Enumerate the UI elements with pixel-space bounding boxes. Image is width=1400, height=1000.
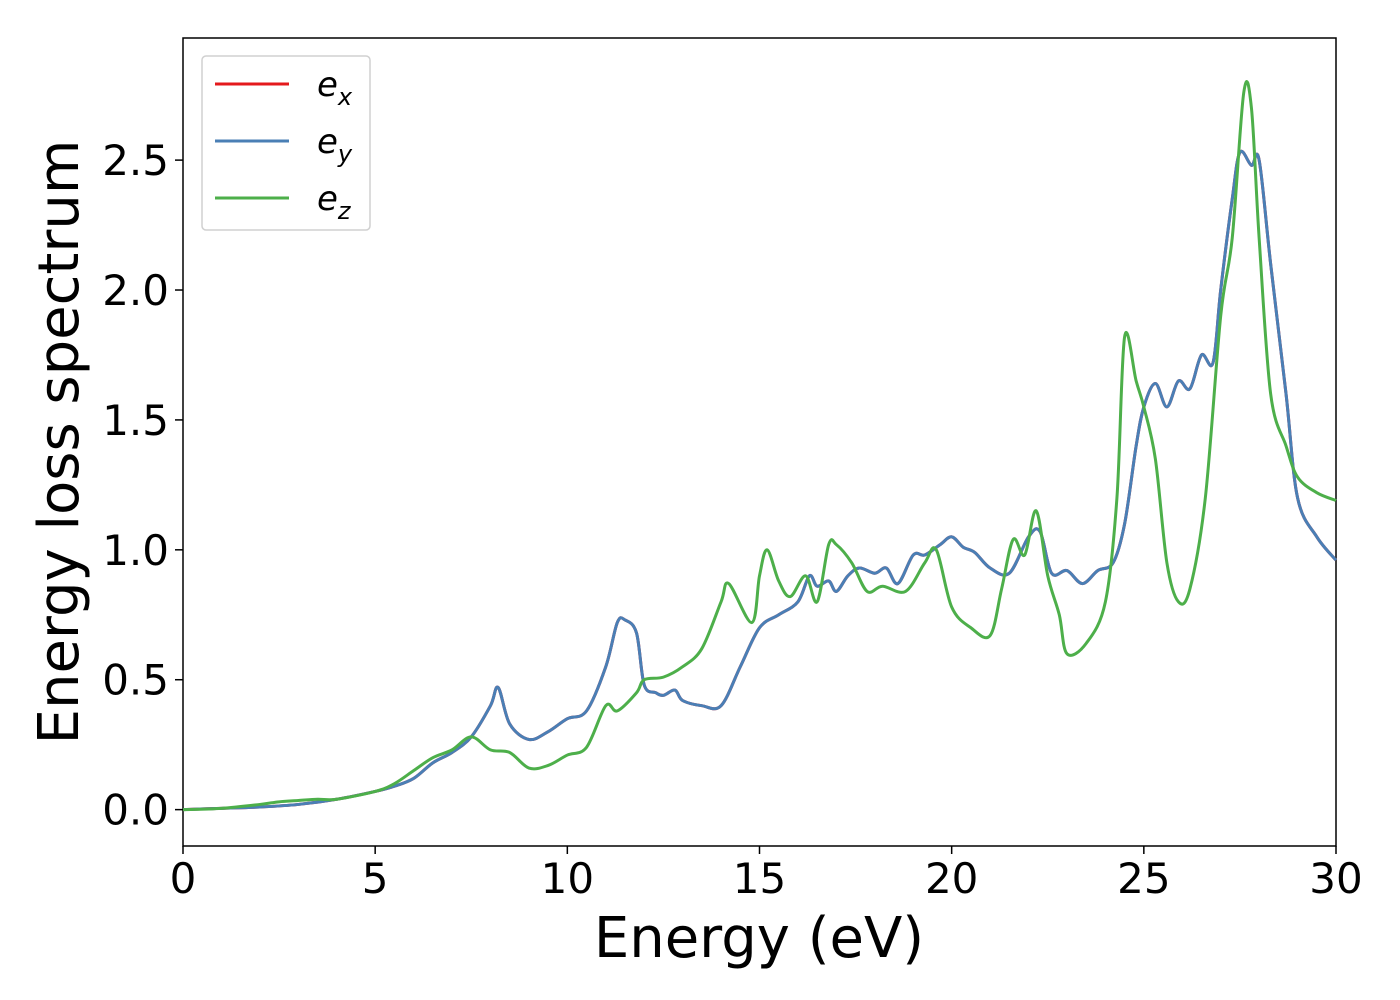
x-tick-label: 5 — [362, 854, 389, 903]
y-axis-label: Energy loss spectrum — [27, 140, 92, 745]
x-tick-label: 10 — [541, 854, 594, 903]
x-tick-label: 25 — [1117, 854, 1170, 903]
series-layer — [182, 80, 1338, 812]
y-axis: 0.0 0.5 1.0 1.5 2.0 2.5 — [102, 136, 183, 835]
x-axis-label: Energy (eV) — [594, 906, 924, 971]
series-line-ex — [182, 149, 1338, 812]
x-tick-label: 20 — [925, 854, 978, 903]
y-tick-label: 1.5 — [102, 396, 169, 445]
x-tick-label: 0 — [170, 854, 197, 903]
y-tick-label: 1.0 — [102, 526, 169, 575]
y-tick-label: 0.5 — [102, 656, 169, 705]
series-line-ez — [182, 80, 1337, 812]
y-tick-label: 2.0 — [102, 266, 169, 315]
y-tick-label: 2.5 — [102, 136, 169, 185]
y-tick-label: 0.0 — [102, 786, 169, 835]
x-axis: 0 5 10 15 20 25 30 — [170, 846, 1363, 903]
x-tick-label: 15 — [733, 854, 786, 903]
x-tick-label: 30 — [1309, 854, 1362, 903]
legend-box — [201, 55, 371, 231]
series-line-ey — [182, 149, 1338, 812]
